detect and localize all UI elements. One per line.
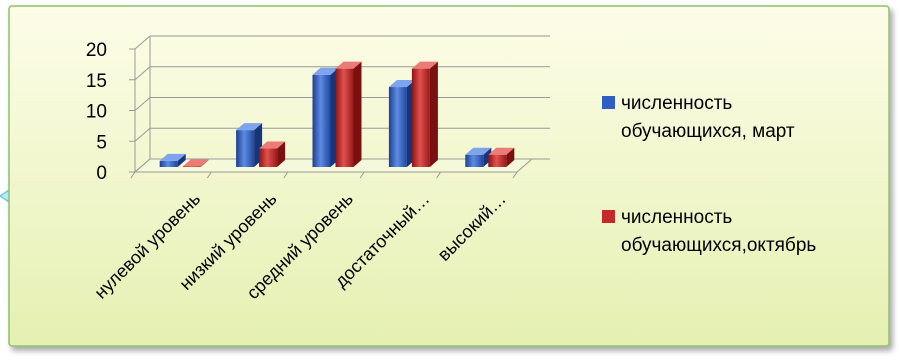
- bar-side: [277, 141, 286, 167]
- bar-top: [335, 61, 362, 69]
- legend-label: численность: [621, 207, 732, 228]
- bar: [159, 153, 186, 167]
- legend-entry: численность обучающихся, март: [602, 93, 795, 142]
- bar-top: [312, 67, 339, 75]
- bar-front: [259, 148, 278, 167]
- legend: численность обучающихся, март численность о…: [602, 93, 816, 256]
- bar-front: [335, 68, 354, 167]
- bar-top: [411, 61, 438, 69]
- side-wall-gridline: [134, 127, 151, 142]
- bar-front: [159, 160, 178, 167]
- bar-front: [411, 68, 430, 167]
- bar: [312, 67, 339, 167]
- bar: [236, 123, 263, 167]
- bar-side: [483, 147, 492, 167]
- chart-frame: [8, 5, 890, 347]
- x-tick-mark: [283, 171, 289, 179]
- bar: [259, 141, 286, 167]
- bar-top: [388, 80, 415, 88]
- y-tick-label: 15: [86, 71, 107, 92]
- y-tick-label: 5: [96, 132, 107, 153]
- bar-top: [159, 153, 186, 161]
- y-tick-label: 0: [96, 163, 107, 184]
- bar-front: [465, 154, 484, 167]
- bar: [335, 61, 362, 167]
- legend-label: численность: [621, 93, 732, 114]
- bar-front: [312, 74, 331, 167]
- x-tick-mark: [206, 171, 212, 179]
- bar-front: [388, 87, 407, 167]
- legend-label: обучающихся,октябрь: [621, 235, 816, 256]
- bar-front: [488, 154, 507, 167]
- bar-front: [236, 130, 255, 167]
- bar-top: [465, 147, 492, 155]
- legend-swatch: [602, 96, 615, 109]
- bar: [465, 147, 492, 167]
- y-tick-label: 20: [86, 40, 107, 61]
- bar-side: [200, 159, 209, 167]
- bar-top: [182, 159, 209, 167]
- side-wall-gridline: [134, 35, 151, 50]
- side-wall-gridline: [134, 66, 151, 81]
- y-tick-label: 10: [86, 102, 107, 123]
- x-tick-mark: [130, 171, 136, 179]
- bar: [182, 159, 209, 167]
- bar-side: [177, 153, 186, 167]
- side-wall-gridline: [134, 158, 151, 173]
- bar-top: [259, 141, 286, 149]
- bar: [488, 147, 515, 167]
- x-tick-mark: [436, 171, 442, 179]
- legend-entry: численность обучающихся,октябрь: [602, 207, 816, 256]
- side-wall-gridline: [134, 97, 151, 111]
- bar: [388, 80, 415, 167]
- x-tick-mark: [359, 171, 365, 179]
- x-tick-mark: [512, 171, 518, 179]
- bar-top: [488, 147, 515, 155]
- legend-label: обучающихся, март: [621, 121, 795, 142]
- bar-front: [182, 166, 201, 167]
- legend-swatch: [602, 210, 615, 223]
- bar-side: [506, 147, 515, 167]
- bar-top: [236, 123, 263, 131]
- bar: [411, 61, 438, 167]
- bar-side: [353, 61, 362, 167]
- bar-side: [429, 61, 438, 167]
